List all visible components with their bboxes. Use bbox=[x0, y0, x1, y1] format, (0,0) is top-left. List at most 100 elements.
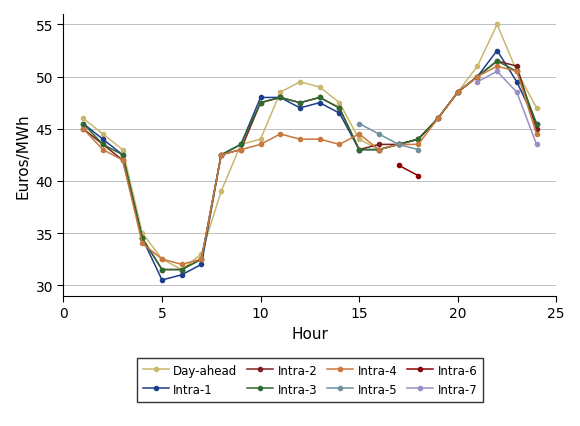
Intra-3 bbox=[119, 153, 126, 158]
Day-ahead bbox=[178, 268, 185, 273]
Intra-2 bbox=[474, 75, 481, 80]
Intra-3 bbox=[316, 96, 323, 101]
Intra-2 bbox=[277, 96, 284, 101]
Intra-4 bbox=[336, 142, 343, 147]
Day-ahead bbox=[494, 23, 501, 28]
Intra-3 bbox=[494, 59, 501, 64]
Intra-4 bbox=[316, 137, 323, 142]
Intra-1 bbox=[277, 96, 284, 101]
Day-ahead bbox=[356, 137, 362, 142]
Intra-4 bbox=[257, 142, 264, 147]
Day-ahead bbox=[277, 90, 284, 95]
Day-ahead bbox=[99, 132, 106, 137]
Intra-6 bbox=[395, 163, 402, 168]
Intra-1 bbox=[336, 111, 343, 116]
Intra-1 bbox=[79, 122, 86, 127]
Line: Intra-6: Intra-6 bbox=[397, 164, 420, 178]
Intra-4 bbox=[375, 148, 382, 153]
Intra-2 bbox=[356, 148, 362, 153]
Intra-5 bbox=[356, 122, 362, 127]
Intra-2 bbox=[494, 59, 501, 64]
Day-ahead bbox=[139, 231, 146, 236]
Intra-3 bbox=[237, 142, 244, 147]
Intra-2 bbox=[257, 101, 264, 106]
Intra-2 bbox=[454, 90, 461, 95]
Intra-1 bbox=[513, 80, 520, 85]
Intra-1 bbox=[296, 106, 303, 111]
Day-ahead bbox=[316, 85, 323, 90]
Intra-2 bbox=[434, 116, 441, 121]
Intra-2 bbox=[336, 106, 343, 111]
Intra-6 bbox=[415, 174, 422, 179]
Intra-4 bbox=[395, 142, 402, 147]
Day-ahead bbox=[533, 106, 540, 111]
Intra-4 bbox=[513, 69, 520, 75]
Intra-1 bbox=[99, 137, 106, 142]
Day-ahead bbox=[513, 69, 520, 75]
Line: Intra-3: Intra-3 bbox=[81, 60, 539, 272]
Intra-2 bbox=[296, 101, 303, 106]
Intra-1 bbox=[494, 49, 501, 54]
Intra-3 bbox=[257, 101, 264, 106]
Day-ahead bbox=[375, 148, 382, 153]
Intra-1 bbox=[257, 96, 264, 101]
Day-ahead bbox=[454, 90, 461, 95]
Intra-1 bbox=[178, 273, 185, 278]
Line: Intra-1: Intra-1 bbox=[81, 49, 539, 282]
Intra-3 bbox=[296, 101, 303, 106]
Intra-4 bbox=[139, 242, 146, 247]
Day-ahead bbox=[415, 137, 422, 142]
Intra-3 bbox=[99, 142, 106, 147]
Intra-4 bbox=[434, 116, 441, 121]
Intra-4 bbox=[533, 132, 540, 137]
Intra-3 bbox=[218, 153, 224, 158]
Intra-2 bbox=[533, 127, 540, 132]
Line: Day-ahead: Day-ahead bbox=[81, 23, 539, 272]
Intra-4 bbox=[178, 262, 185, 267]
Day-ahead bbox=[119, 148, 126, 153]
Intra-4 bbox=[99, 148, 106, 153]
Intra-2 bbox=[178, 268, 185, 273]
Intra-3 bbox=[178, 268, 185, 273]
Intra-1 bbox=[218, 153, 224, 158]
Intra-1 bbox=[158, 278, 165, 283]
Intra-4 bbox=[296, 137, 303, 142]
Intra-2 bbox=[218, 153, 224, 158]
Intra-2 bbox=[99, 142, 106, 147]
Intra-5 bbox=[395, 142, 402, 147]
Intra-2 bbox=[119, 158, 126, 163]
Intra-3 bbox=[139, 236, 146, 241]
Intra-3 bbox=[158, 268, 165, 273]
Intra-3 bbox=[198, 257, 205, 262]
Intra-2 bbox=[513, 64, 520, 69]
Y-axis label: Euros/MWh: Euros/MWh bbox=[15, 113, 30, 198]
Intra-2 bbox=[79, 127, 86, 132]
Intra-3 bbox=[513, 69, 520, 75]
Intra-4 bbox=[79, 127, 86, 132]
Intra-2 bbox=[316, 96, 323, 101]
Day-ahead bbox=[237, 142, 244, 147]
Intra-3 bbox=[375, 148, 382, 153]
Intra-4 bbox=[218, 153, 224, 158]
Intra-4 bbox=[198, 257, 205, 262]
Intra-1 bbox=[237, 142, 244, 147]
Intra-2 bbox=[375, 142, 382, 147]
Intra-7 bbox=[474, 80, 481, 85]
Intra-3 bbox=[79, 122, 86, 127]
Legend: Day-ahead, Intra-1, Intra-2, Intra-3, Intra-4, Intra-5, Intra-6, Intra-7: Day-ahead, Intra-1, Intra-2, Intra-3, In… bbox=[137, 358, 483, 402]
Intra-1 bbox=[454, 90, 461, 95]
Intra-7 bbox=[533, 142, 540, 147]
Day-ahead bbox=[395, 142, 402, 147]
Intra-4 bbox=[474, 75, 481, 80]
Intra-4 bbox=[454, 90, 461, 95]
Intra-4 bbox=[237, 148, 244, 153]
Intra-3 bbox=[474, 75, 481, 80]
Intra-5 bbox=[415, 148, 422, 153]
Intra-1 bbox=[434, 116, 441, 121]
Intra-3 bbox=[533, 122, 540, 127]
Day-ahead bbox=[198, 252, 205, 257]
Line: Intra-7: Intra-7 bbox=[476, 70, 539, 147]
Day-ahead bbox=[434, 116, 441, 121]
Day-ahead bbox=[79, 116, 86, 121]
Line: Intra-4: Intra-4 bbox=[81, 65, 539, 267]
